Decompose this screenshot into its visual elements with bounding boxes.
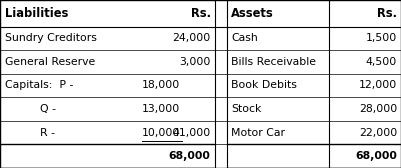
Text: 12,000: 12,000 (359, 80, 397, 91)
Text: 24,000: 24,000 (172, 33, 211, 43)
Text: Q -: Q - (5, 104, 56, 114)
Text: 10,000: 10,000 (142, 128, 180, 138)
Text: 13,000: 13,000 (142, 104, 180, 114)
Text: Liabilities: Liabilities (5, 7, 68, 20)
Text: Rs.: Rs. (190, 7, 211, 20)
Text: General Reserve: General Reserve (5, 57, 95, 67)
Text: Stock: Stock (231, 104, 262, 114)
Text: Motor Car: Motor Car (231, 128, 286, 138)
Text: 4,500: 4,500 (366, 57, 397, 67)
Text: R -: R - (5, 128, 55, 138)
Text: 18,000: 18,000 (142, 80, 180, 91)
Text: 3,000: 3,000 (179, 57, 211, 67)
Text: Cash: Cash (231, 33, 258, 43)
Text: Assets: Assets (231, 7, 274, 20)
Text: Book Debits: Book Debits (231, 80, 297, 91)
Text: 41,000: 41,000 (172, 128, 211, 138)
Text: Sundry Creditors: Sundry Creditors (5, 33, 97, 43)
Text: Bills Receivable: Bills Receivable (231, 57, 316, 67)
Text: 28,000: 28,000 (359, 104, 397, 114)
Text: 22,000: 22,000 (359, 128, 397, 138)
Text: 1,500: 1,500 (366, 33, 397, 43)
Text: 68,000: 68,000 (169, 151, 211, 161)
Text: Capitals:  P -: Capitals: P - (5, 80, 73, 91)
Text: Rs.: Rs. (377, 7, 397, 20)
Text: 68,000: 68,000 (355, 151, 397, 161)
